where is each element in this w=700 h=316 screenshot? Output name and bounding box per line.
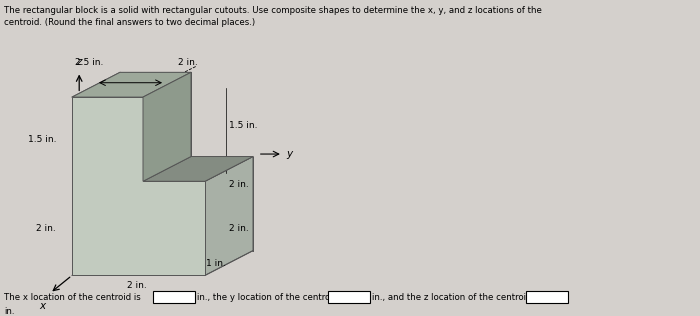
Polygon shape (72, 97, 205, 276)
FancyBboxPatch shape (526, 291, 568, 303)
Text: in.: in. (4, 307, 15, 316)
Polygon shape (143, 72, 191, 181)
Text: The rectangular block is a solid with rectangular cutouts. Use composite shapes : The rectangular block is a solid with re… (4, 6, 542, 15)
Text: y: y (286, 149, 292, 159)
Text: x: x (39, 301, 45, 311)
Text: in., and the z location of the centroid is: in., and the z location of the centroid … (372, 293, 541, 302)
Text: 2 in.: 2 in. (229, 224, 248, 233)
Polygon shape (205, 156, 253, 276)
Polygon shape (143, 72, 191, 181)
Text: in., the y location of the centroid is: in., the y location of the centroid is (197, 293, 348, 302)
Polygon shape (143, 156, 253, 181)
Text: 2 in.: 2 in. (36, 224, 56, 233)
Text: 2 in.: 2 in. (127, 281, 146, 290)
Text: 1.5 in.: 1.5 in. (229, 121, 258, 130)
Text: 2.5 in.: 2.5 in. (75, 58, 104, 67)
FancyBboxPatch shape (153, 291, 195, 303)
Text: 1.5 in.: 1.5 in. (28, 135, 57, 144)
Text: The x location of the centroid is: The x location of the centroid is (4, 293, 141, 302)
Text: 2 in.: 2 in. (229, 180, 248, 189)
Polygon shape (72, 72, 191, 97)
Text: z: z (76, 57, 82, 67)
Text: centroid. (Round the final answers to two decimal places.): centroid. (Round the final answers to tw… (4, 18, 255, 27)
FancyBboxPatch shape (328, 291, 370, 303)
Text: 2 in.: 2 in. (178, 58, 197, 67)
Text: 1 in.: 1 in. (206, 259, 226, 269)
